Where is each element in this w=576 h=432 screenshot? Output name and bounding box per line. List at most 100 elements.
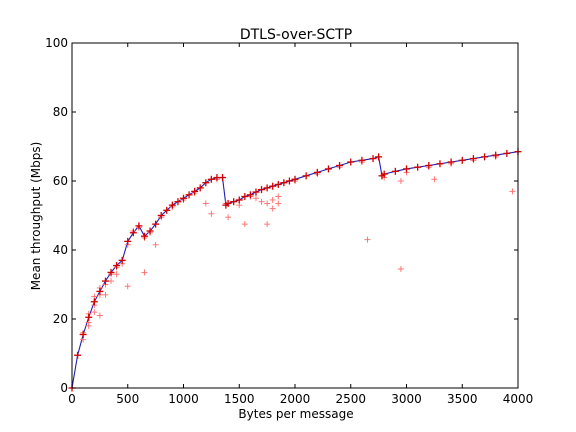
data-point (481, 153, 489, 161)
data-point (291, 175, 299, 183)
trial-point (275, 200, 282, 207)
x-tick-label: 500 (116, 392, 139, 406)
data-point (252, 188, 260, 196)
data-point (202, 179, 210, 187)
trial-point (96, 312, 103, 319)
x-tick-label: 1000 (168, 392, 199, 406)
data-point (336, 161, 344, 169)
trial-point (275, 193, 282, 200)
data-point (135, 222, 143, 230)
chart-title: DTLS-over-SCTP (240, 27, 352, 43)
data-point (124, 237, 132, 245)
trial-point (113, 271, 120, 278)
data-point (140, 232, 148, 240)
x-tick-label: 0 (68, 392, 76, 406)
data-point (96, 287, 104, 295)
trial-point (108, 278, 115, 285)
trial-point (397, 178, 404, 184)
data-point (101, 277, 109, 285)
x-tick-label: 1500 (224, 392, 255, 406)
x-axis-label: Bytes per message (238, 407, 353, 421)
data-point (403, 165, 410, 173)
trial-point (364, 236, 371, 243)
data-point (458, 156, 466, 164)
trial-layer (74, 153, 516, 359)
trial-point (509, 188, 516, 195)
trial-point (258, 198, 265, 205)
series-layer (71, 151, 519, 389)
x-tick-label: 3000 (391, 392, 422, 406)
trial-point (397, 265, 404, 272)
data-point (425, 161, 433, 169)
data-point (90, 298, 98, 306)
trial-point (202, 200, 209, 207)
data-point (274, 180, 282, 188)
y-tick-label: 40 (53, 243, 68, 257)
mean-marker-layer (68, 148, 522, 392)
data-point (118, 256, 126, 264)
trial-point (141, 269, 148, 276)
y-axis-label: Mean throughput (Mbps) (29, 142, 43, 291)
x-tick-label: 2000 (280, 392, 311, 406)
data-point (163, 206, 171, 214)
mean-throughput-line (71, 151, 519, 389)
trial-point (252, 195, 259, 202)
data-point (224, 199, 232, 207)
x-tick-label: 3500 (447, 392, 478, 406)
data-point (107, 268, 115, 276)
data-point (302, 172, 310, 180)
data-point (146, 227, 154, 235)
data-point (207, 175, 215, 183)
trial-point (264, 221, 271, 228)
data-point (414, 163, 422, 171)
data-point (219, 174, 227, 182)
y-tick-label: 100 (45, 36, 68, 50)
trial-point (225, 214, 232, 221)
data-point (347, 158, 355, 166)
data-point (369, 155, 377, 163)
data-point (375, 153, 383, 161)
trial-point (241, 221, 248, 228)
data-point (185, 191, 193, 199)
data-point (258, 186, 266, 194)
data-point (447, 158, 455, 166)
y-tick-label: 60 (53, 174, 68, 188)
data-point (191, 187, 199, 195)
data-point (157, 212, 165, 219)
data-point (74, 351, 82, 359)
data-point (503, 149, 511, 157)
data-point (391, 167, 399, 175)
trial-point (152, 241, 159, 248)
data-point (235, 196, 243, 204)
trial-point (85, 322, 92, 329)
data-point (113, 262, 121, 270)
trial-point (102, 291, 109, 298)
data-point (129, 229, 137, 237)
data-point (85, 313, 93, 321)
data-point (436, 160, 444, 168)
data-point (358, 156, 366, 164)
data-point (196, 184, 204, 192)
data-point (79, 331, 87, 339)
data-point (269, 182, 277, 190)
plot-frame (71, 42, 519, 389)
data-point (380, 170, 388, 178)
data-point (263, 184, 271, 192)
data-point (246, 191, 254, 199)
x-tick-label: 4000 (503, 392, 534, 406)
trial-point (264, 200, 271, 207)
x-tick-label: 2500 (335, 392, 366, 406)
y-tick-label: 80 (53, 105, 68, 119)
data-point (174, 198, 182, 206)
data-point (152, 220, 160, 228)
trial-point (431, 176, 438, 183)
data-point (285, 177, 293, 185)
data-point (492, 151, 500, 159)
data-point (230, 198, 238, 206)
data-point (180, 194, 187, 202)
data-point (469, 155, 477, 163)
data-point (324, 165, 332, 173)
y-tick-label: 0 (60, 381, 68, 395)
